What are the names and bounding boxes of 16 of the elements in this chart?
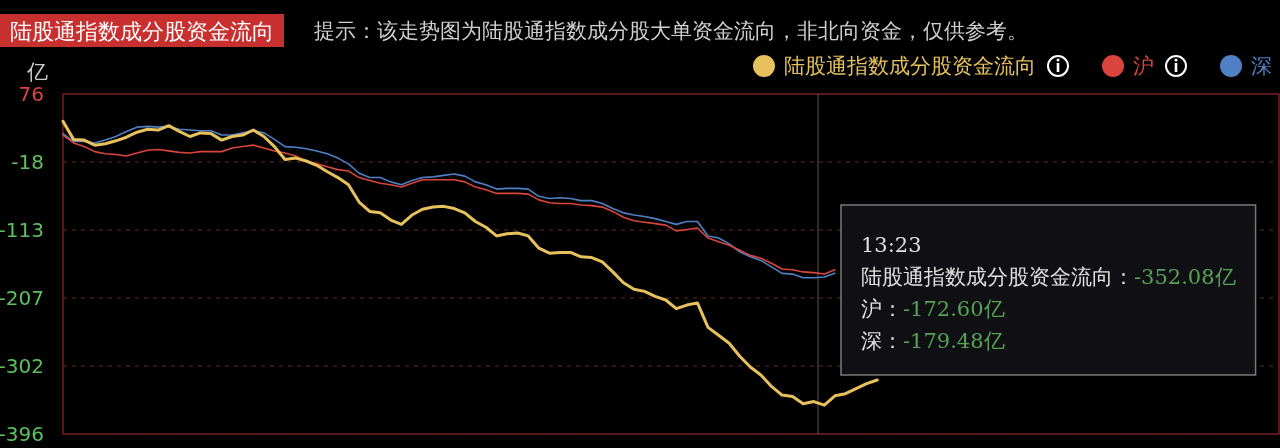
annotation: 沪：-172.60亿 bbox=[861, 297, 1005, 321]
annotation: 13:23 bbox=[861, 233, 922, 257]
legend-label: 深 bbox=[1251, 54, 1272, 78]
y-tick-label: 76 bbox=[18, 82, 44, 106]
y-tick-label: -18 bbox=[11, 150, 44, 174]
y-tick-label: -302 bbox=[0, 354, 44, 378]
legend-label: 陆股通指数成分股资金流向 bbox=[784, 54, 1036, 78]
y-tick-label: -207 bbox=[0, 286, 44, 310]
y-tick-label: -396 bbox=[0, 422, 44, 446]
chart-title: 陆股通指数成分股资金流向 bbox=[10, 18, 274, 44]
annotation: 深：-179.48亿 bbox=[861, 329, 1005, 353]
annotation: 陆股通指数成分股资金流向：-352.08亿 bbox=[861, 265, 1236, 289]
chart-subtitle: 提示：该走势图为陆股通指数成分股大单资金流向，非北向资金，仅供参考。 bbox=[314, 19, 1028, 43]
y-tick-label: -113 bbox=[0, 218, 44, 242]
legend-label: 沪 bbox=[1133, 54, 1154, 78]
y-axis-title: 亿 bbox=[25, 60, 48, 84]
